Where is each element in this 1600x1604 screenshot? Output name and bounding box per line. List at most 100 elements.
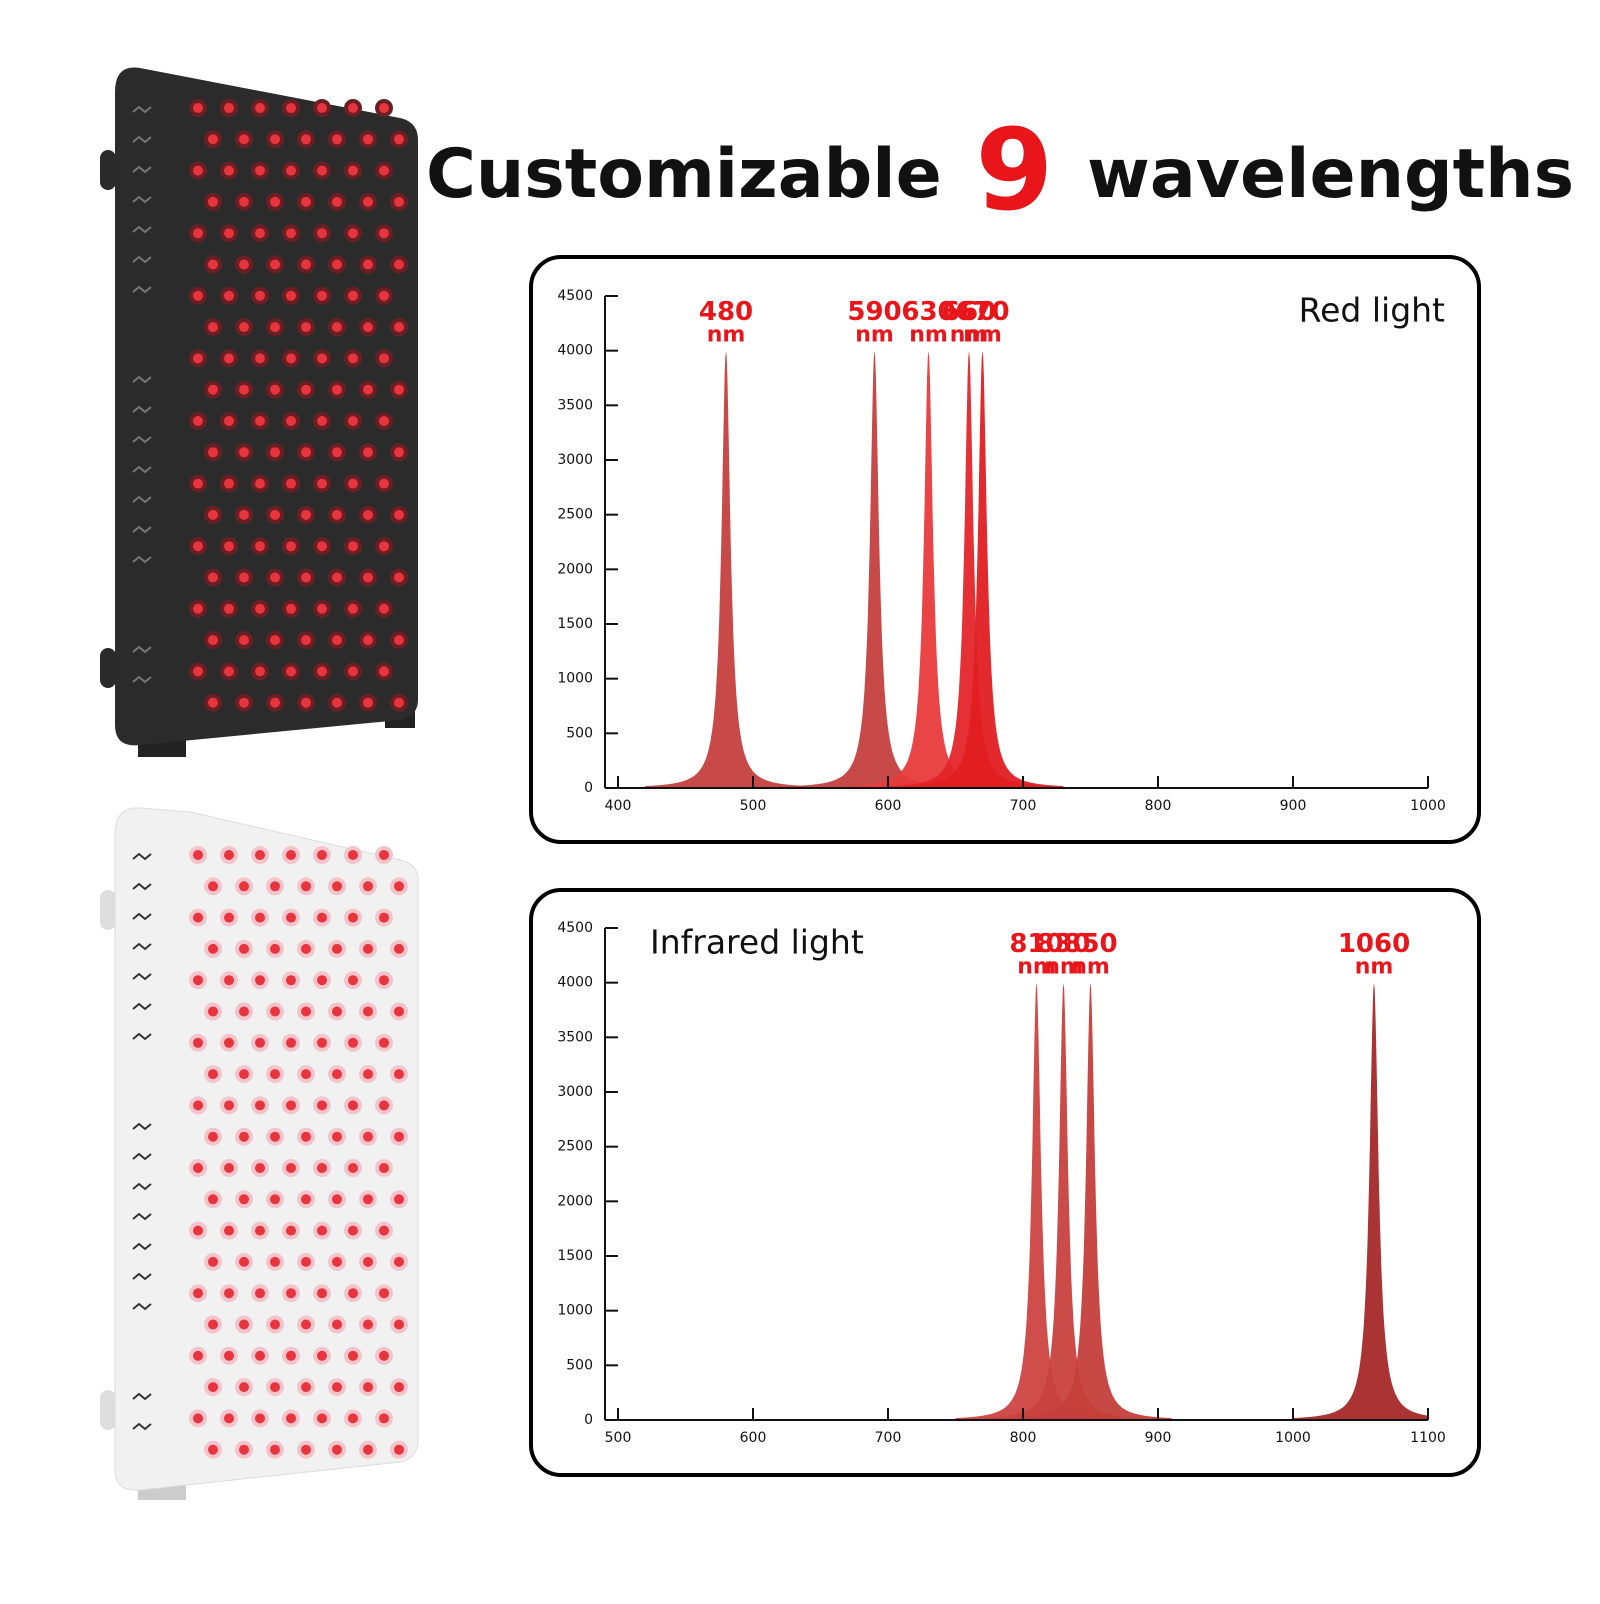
led-core bbox=[255, 416, 265, 426]
vent bbox=[132, 1002, 152, 1011]
led-core bbox=[332, 1256, 342, 1267]
led-core bbox=[208, 134, 218, 145]
peak-label: 590 bbox=[847, 297, 901, 327]
led-core bbox=[394, 196, 404, 207]
led-core bbox=[394, 1194, 404, 1205]
led-core bbox=[379, 1225, 389, 1236]
peak-unit: nm bbox=[1355, 955, 1394, 980]
led-core bbox=[379, 975, 389, 986]
led-core bbox=[379, 912, 389, 923]
y-tick-label: 1500 bbox=[557, 1248, 593, 1264]
led-core bbox=[394, 1319, 404, 1330]
led-core bbox=[317, 1100, 327, 1111]
led-core bbox=[193, 1037, 203, 1048]
y-tick-label: 1000 bbox=[557, 1303, 593, 1319]
vent bbox=[132, 465, 152, 474]
peak-label: 1060 bbox=[1338, 929, 1410, 959]
led-core bbox=[286, 912, 296, 923]
vent bbox=[132, 1422, 152, 1431]
led-core bbox=[301, 509, 311, 520]
led-core bbox=[363, 1131, 373, 1142]
led-core bbox=[363, 134, 373, 145]
led-core bbox=[379, 1100, 389, 1111]
vent bbox=[132, 1032, 152, 1041]
led-core bbox=[379, 290, 389, 301]
led-core bbox=[208, 509, 218, 520]
led-core bbox=[270, 196, 280, 207]
led-core bbox=[301, 881, 311, 892]
led-core bbox=[255, 1225, 265, 1236]
led-core bbox=[317, 1350, 327, 1361]
led-core bbox=[193, 478, 203, 489]
x-tick-label: 600 bbox=[875, 798, 902, 814]
led-core bbox=[363, 384, 373, 395]
led-core bbox=[208, 572, 218, 583]
led-core bbox=[270, 1006, 280, 1017]
led-core bbox=[363, 259, 373, 270]
led-core bbox=[317, 541, 327, 552]
x-tick-label: 900 bbox=[1280, 798, 1307, 814]
led-core bbox=[286, 478, 296, 489]
led-core bbox=[348, 912, 358, 923]
led-core bbox=[224, 290, 234, 301]
led-core bbox=[193, 541, 203, 552]
led-core bbox=[363, 447, 373, 458]
led-core bbox=[208, 1194, 218, 1205]
led-core bbox=[239, 697, 249, 708]
peak bbox=[793, 350, 956, 788]
led-core bbox=[394, 1444, 404, 1455]
led-core bbox=[255, 478, 265, 489]
led-core bbox=[317, 975, 327, 986]
led-core bbox=[348, 290, 358, 301]
led-core bbox=[363, 943, 373, 954]
led-core bbox=[255, 666, 265, 677]
led-core bbox=[348, 1413, 358, 1424]
led-core bbox=[286, 541, 296, 552]
led-core bbox=[255, 165, 265, 176]
led-core bbox=[394, 134, 404, 145]
led-core bbox=[301, 259, 311, 270]
led-core bbox=[379, 603, 389, 614]
led-core bbox=[270, 134, 280, 145]
x-tick-label: 700 bbox=[1010, 798, 1037, 814]
vent bbox=[132, 1242, 152, 1251]
x-tick-label: 600 bbox=[740, 1430, 767, 1446]
vent bbox=[132, 1212, 152, 1221]
led-core bbox=[270, 1382, 280, 1393]
led-core bbox=[224, 416, 234, 426]
led-core bbox=[224, 1037, 234, 1048]
chart-label: Red light bbox=[1299, 291, 1445, 330]
peak bbox=[847, 350, 1010, 788]
led-core bbox=[317, 912, 327, 923]
led-core bbox=[332, 322, 342, 333]
led-core bbox=[317, 1037, 327, 1048]
led-core bbox=[270, 509, 280, 520]
chart-label: Infrared light bbox=[650, 923, 864, 962]
peak bbox=[901, 350, 1064, 788]
led-core bbox=[239, 1006, 249, 1017]
led-core bbox=[239, 1319, 249, 1330]
vent bbox=[132, 165, 152, 174]
led-core bbox=[224, 1413, 234, 1424]
y-tick-label: 2000 bbox=[557, 561, 593, 577]
led-core bbox=[317, 165, 327, 176]
led-core bbox=[332, 259, 342, 270]
y-tick-label: 4500 bbox=[557, 288, 593, 304]
led-core bbox=[286, 1225, 296, 1236]
peak bbox=[1293, 982, 1428, 1420]
led-core bbox=[255, 975, 265, 986]
vent bbox=[132, 675, 152, 684]
led-core bbox=[317, 416, 327, 426]
led-core bbox=[224, 1163, 234, 1173]
led-core bbox=[394, 259, 404, 270]
led-core bbox=[301, 447, 311, 458]
led-core bbox=[332, 1382, 342, 1393]
led-core bbox=[317, 850, 327, 860]
led-core bbox=[239, 1131, 249, 1142]
led-core bbox=[193, 416, 203, 426]
led-core bbox=[332, 1131, 342, 1142]
led-core bbox=[332, 196, 342, 207]
vent bbox=[132, 405, 152, 414]
led-core bbox=[379, 1037, 389, 1048]
